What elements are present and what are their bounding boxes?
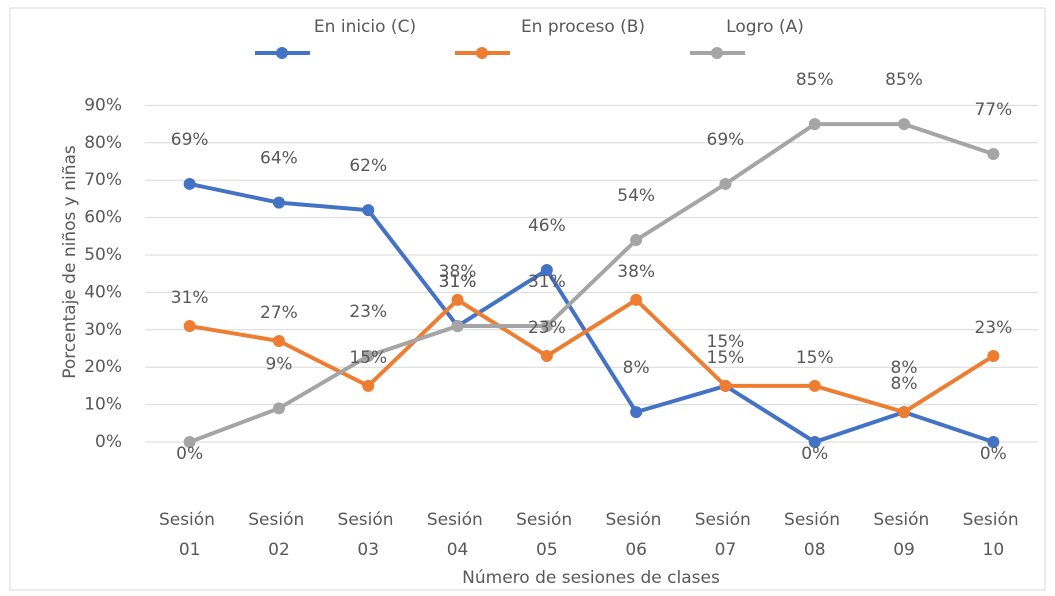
y-tick-label: 40% xyxy=(84,282,122,302)
data-label: 27% xyxy=(260,303,298,323)
x-tick-label: Sesión 04 xyxy=(427,510,488,560)
point xyxy=(987,436,1000,448)
data-label: 15% xyxy=(707,332,745,352)
point xyxy=(808,436,821,448)
x-tick-label: Sesión 08 xyxy=(784,510,845,560)
x-tick-label: Sesión 03 xyxy=(338,510,399,560)
data-label: 0% xyxy=(176,444,203,464)
data-label: 8% xyxy=(623,358,650,378)
data-label: 31% xyxy=(439,272,477,292)
legend-label: En inicio (C) xyxy=(314,17,416,37)
data-label: 69% xyxy=(707,130,745,150)
x-tick-label: Sesión 02 xyxy=(248,510,309,560)
point xyxy=(898,118,911,131)
data-label: 31% xyxy=(439,272,477,292)
point xyxy=(540,320,553,333)
data-label: 38% xyxy=(617,262,655,282)
y-tick-label: 10% xyxy=(84,395,122,415)
point xyxy=(987,148,1000,161)
series-line xyxy=(189,181,994,445)
x-tick-label: Sesión 09 xyxy=(873,510,934,560)
y-tick-label: 70% xyxy=(84,170,122,190)
y-tick-label: 80% xyxy=(84,133,122,153)
legend-label: Logro (A) xyxy=(726,17,804,37)
point xyxy=(987,349,1000,362)
x-tick-label: Sesión 07 xyxy=(695,510,756,560)
data-label: 85% xyxy=(885,70,923,90)
data-label: 54% xyxy=(617,186,655,206)
data-label: 0% xyxy=(801,444,828,464)
data-label: 31% xyxy=(528,272,566,292)
point xyxy=(183,436,196,448)
point xyxy=(540,349,553,362)
data-label: 23% xyxy=(974,318,1012,338)
point xyxy=(451,293,464,306)
y-tick-label: 60% xyxy=(84,208,122,228)
point xyxy=(808,379,821,392)
data-label: 8% xyxy=(891,374,918,394)
data-label: 69% xyxy=(171,130,209,150)
point xyxy=(719,379,732,392)
data-label: 15% xyxy=(707,348,745,368)
x-tick-label: Sesión 01 xyxy=(159,510,220,560)
series-line xyxy=(188,122,994,444)
legend-label: En proceso (B) xyxy=(521,17,645,37)
x-tick-label: Sesión 06 xyxy=(605,510,666,560)
point xyxy=(362,204,375,217)
data-label: 77% xyxy=(974,100,1012,120)
series-line xyxy=(189,297,995,415)
point xyxy=(272,335,285,348)
data-label: 9% xyxy=(265,354,292,374)
point xyxy=(362,379,375,392)
y-tick-label: 20% xyxy=(84,357,122,377)
data-label: 62% xyxy=(349,156,387,176)
data-label: 85% xyxy=(796,70,834,90)
point xyxy=(898,406,911,419)
point xyxy=(272,402,285,415)
y-tick-label: 50% xyxy=(84,245,122,265)
point xyxy=(540,263,553,276)
y-tick-label: 0% xyxy=(95,432,122,452)
y-axis-title: Porcentaje de niños y niñas xyxy=(60,145,80,379)
point xyxy=(808,118,821,131)
x-tick-label: Sesión 05 xyxy=(516,510,577,560)
data-label: 46% xyxy=(528,216,566,236)
data-label: 0% xyxy=(980,444,1007,464)
legend-marker xyxy=(476,47,488,59)
data-label: 31% xyxy=(171,288,209,308)
data-label: 23% xyxy=(349,302,387,322)
x-tick-label: Sesión 10 xyxy=(963,510,1024,560)
point xyxy=(183,177,196,190)
x-axis-title: Número de sesiones de clases xyxy=(462,568,720,588)
data-label: 8% xyxy=(891,358,918,378)
chart-border xyxy=(9,7,1046,591)
point xyxy=(362,349,375,362)
point xyxy=(630,406,643,419)
point xyxy=(630,234,643,247)
data-label: 15% xyxy=(349,348,387,368)
data-label: 38% xyxy=(439,262,477,282)
y-tick-label: 30% xyxy=(84,320,122,340)
legend-marker xyxy=(276,47,288,59)
data-label: 15% xyxy=(796,348,834,368)
y-tick-label: 90% xyxy=(84,95,122,115)
point xyxy=(272,196,285,209)
point xyxy=(183,320,196,333)
data-label: 64% xyxy=(260,149,298,169)
point xyxy=(451,320,464,333)
point xyxy=(630,293,643,306)
legend-marker xyxy=(711,47,723,59)
data-label: 23% xyxy=(528,318,566,338)
point xyxy=(719,177,732,190)
